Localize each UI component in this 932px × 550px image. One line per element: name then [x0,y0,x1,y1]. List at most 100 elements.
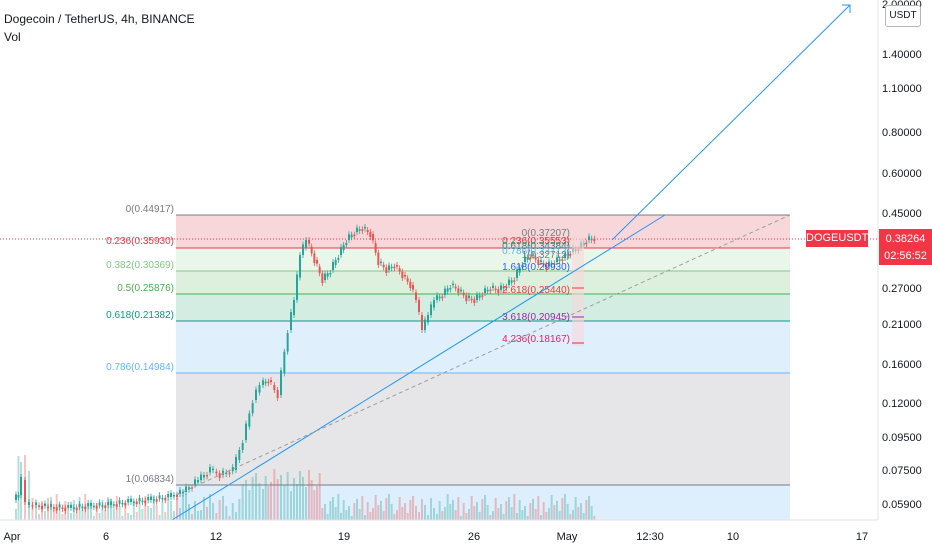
volume-bar [500,504,502,520]
currency-unit-label[interactable]: USDT [885,5,921,27]
volume-bar [510,507,513,520]
candle-body [81,506,84,509]
y-tick: 0.27000 [882,283,922,295]
candle-body [206,475,208,477]
candle-body [478,295,481,298]
volume-indicator-label[interactable]: Vol [4,30,21,44]
candle-body [101,505,104,507]
volume-bar [267,486,270,520]
volume-bar [58,504,61,520]
volume-bar [173,511,175,520]
candle-body [276,390,279,398]
volume-bar [280,475,282,520]
fib-zone-0382-05 [176,271,790,294]
y-tick: 0.05900 [882,499,922,511]
volume-bar [313,490,316,520]
candle-body [489,289,492,292]
candle-body [20,477,22,495]
candle-body [267,381,270,384]
volume-bar [150,508,152,520]
fib-main-labels: 0(0.44917) 0.236(0.35930) 0.382(0.30369)… [106,204,174,485]
candle-body [78,503,81,508]
volume-bar [92,516,95,520]
candle-body [473,299,476,303]
volume-bar [427,515,429,520]
fib-zone-below-1 [176,485,790,520]
volume-bar [147,506,150,520]
candle-body [104,505,107,509]
volume-bar [340,513,342,520]
x-axis-ticks[interactable]: Apr 6 12 19 26 May 12:30 10 17 [3,531,868,543]
volume-bar [191,514,193,520]
volume-bar [574,497,577,520]
candle-body [61,507,64,510]
fib-label-0382: 0.382(0.30369) [106,260,174,271]
volume-bar [364,515,366,520]
volume-bar [127,513,130,520]
candle-body [404,275,406,277]
volume-bar [215,513,218,520]
candle-body [393,266,396,269]
candle-body [396,265,398,267]
fib-label-05: 0.5(0.25876) [117,283,174,294]
candle-body [427,315,429,323]
candle-body [318,266,321,274]
volume-bar [396,510,398,520]
candle-body [457,288,460,293]
candle-body [380,261,382,264]
x-tick: 12 [210,531,222,543]
candle-body [353,234,356,237]
candle-body [121,502,124,505]
volume-bar [310,480,313,520]
candle-body [358,229,361,231]
volume-bar [505,501,508,520]
volume-bar [492,511,494,520]
volume-bar [251,477,254,520]
volume-bar [380,501,382,520]
fib-ext-label-0786: 0.786(0.33712) [502,246,570,257]
unit-text: USDT [889,10,917,21]
candle-body [526,257,529,260]
volume-bar [374,495,377,520]
volume-bar [446,494,449,520]
volume-bar [329,501,332,520]
candle-body [424,319,426,330]
trend-lines[interactable] [171,4,851,521]
volume-bar [390,504,393,520]
volume-bar [118,506,121,520]
candle-body [390,266,393,269]
volume-bar [176,498,178,520]
volume-bar [404,503,406,520]
volume-bar [158,515,161,520]
candle-body [176,495,178,497]
candle-body [241,443,244,450]
volume-bar [75,510,78,520]
candle-body [513,280,516,282]
volume-bar [441,511,444,520]
x-tick: 10 [727,531,739,543]
candle-body [406,278,409,282]
volume-bar [235,512,237,520]
chart-legend: Dogecoin / TetherUS, 4h, BINANCE Vol [4,10,195,46]
volume-bar [152,495,155,520]
candle-body [409,281,412,288]
volume-bar [369,512,372,520]
volume-bar [225,506,228,520]
symbol-title[interactable]: Dogecoin / TetherUS, 4h, BINANCE [4,12,195,26]
volume-bar [361,496,364,520]
volume-bar [326,514,329,520]
candle-body [313,253,316,263]
candle-body [590,238,593,241]
volume-bar [569,514,572,520]
candle-body [497,289,500,293]
candle-body [553,263,556,265]
candle-body [225,472,228,474]
y-tick: 1.40000 [882,49,922,61]
volume-bar [188,504,190,520]
volume-bar [228,516,231,520]
candle-body [41,505,43,510]
volume-bar [462,503,465,520]
volume-bar [112,509,115,520]
volume-bar [556,501,558,520]
